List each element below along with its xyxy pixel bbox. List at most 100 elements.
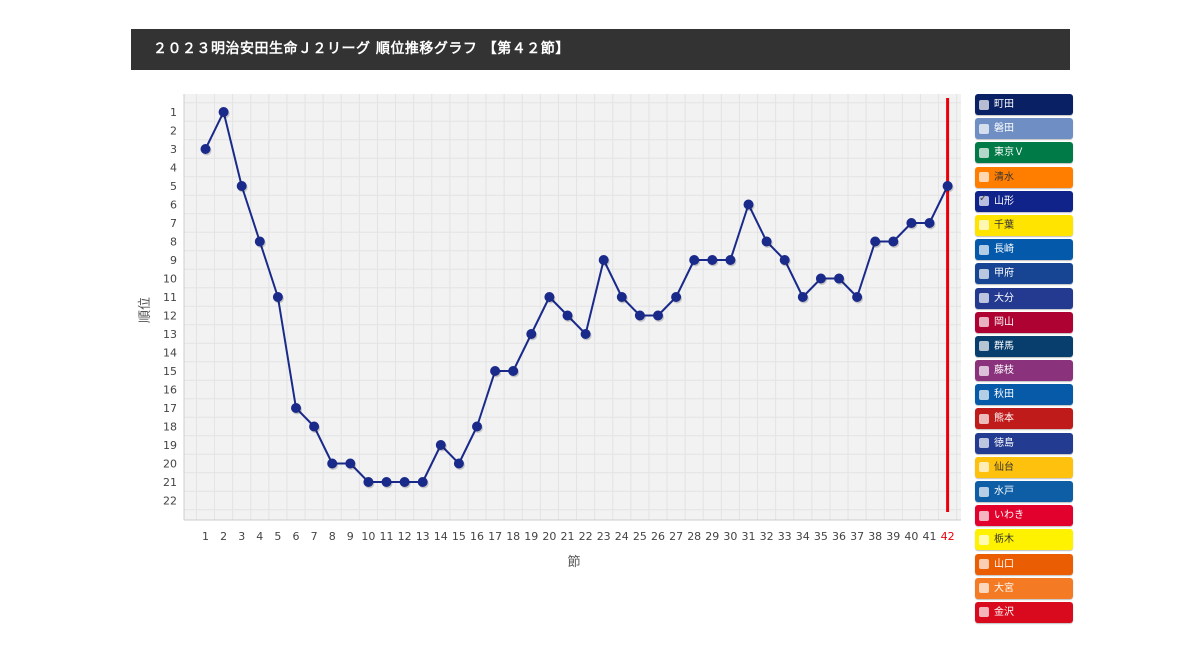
legend-label: 秋田 xyxy=(994,389,1014,401)
data-point[interactable] xyxy=(291,403,301,413)
x-tick-label: 26 xyxy=(651,530,665,543)
legend-checkbox[interactable] xyxy=(979,172,989,183)
x-tick-label: 35 xyxy=(814,530,828,543)
data-point[interactable] xyxy=(544,292,555,302)
legend-item[interactable]: 熊本 xyxy=(975,408,1073,430)
legend-item[interactable]: 金沢 xyxy=(975,601,1073,623)
data-point[interactable] xyxy=(417,477,428,487)
data-point[interactable] xyxy=(743,199,754,210)
legend-checkbox[interactable] xyxy=(979,365,989,376)
legend-item[interactable]: 栃木 xyxy=(975,529,1073,551)
legend-checkbox[interactable] xyxy=(979,583,989,594)
x-tick-label: 41 xyxy=(923,530,937,543)
data-point[interactable] xyxy=(906,218,917,228)
legend-checkbox[interactable] xyxy=(979,534,989,545)
data-point[interactable] xyxy=(942,181,953,191)
data-point[interactable] xyxy=(453,458,464,469)
data-point[interactable] xyxy=(671,292,682,302)
data-point[interactable] xyxy=(870,236,881,247)
legend-checkbox[interactable] xyxy=(979,99,989,110)
y-tick-label: 12 xyxy=(163,310,177,323)
legend-checkbox[interactable] xyxy=(979,268,989,279)
legend-checkbox[interactable] xyxy=(979,147,989,158)
x-tick-label: 42 xyxy=(941,530,955,543)
y-axis-label: 順位 xyxy=(138,297,153,323)
data-point[interactable] xyxy=(834,273,844,284)
legend-checkbox[interactable] xyxy=(979,607,989,618)
legend-item[interactable]: 山形 xyxy=(975,190,1073,212)
data-point[interactable] xyxy=(852,292,863,302)
data-point[interactable] xyxy=(797,292,808,302)
x-tick-label: 4 xyxy=(256,530,263,543)
data-point[interactable] xyxy=(309,421,320,432)
data-point[interactable] xyxy=(399,477,410,487)
data-point[interactable] xyxy=(616,292,627,302)
data-point[interactable] xyxy=(345,458,356,469)
legend-item[interactable]: 東京Ｖ xyxy=(975,142,1073,164)
data-point[interactable] xyxy=(272,292,283,302)
data-point[interactable] xyxy=(888,236,899,247)
legend-checkbox[interactable] xyxy=(979,193,989,207)
data-point[interactable] xyxy=(761,236,772,247)
legend-item[interactable]: 山口 xyxy=(975,553,1073,575)
data-point[interactable] xyxy=(508,366,519,376)
legend-checkbox[interactable] xyxy=(979,389,989,400)
legend-checkbox[interactable] xyxy=(979,220,989,231)
legend-item[interactable]: 大宮 xyxy=(975,577,1073,599)
legend-item[interactable]: 水戸 xyxy=(975,481,1073,502)
legend-item[interactable]: いわき xyxy=(975,505,1073,527)
legend-checkbox[interactable] xyxy=(979,293,989,303)
legend-label: 千葉 xyxy=(994,219,1014,231)
legend-item[interactable]: 岡山 xyxy=(975,311,1073,333)
legend-item[interactable]: 藤枝 xyxy=(975,360,1073,382)
legend-item[interactable]: 秋田 xyxy=(975,384,1073,406)
data-point[interactable] xyxy=(381,477,392,487)
legend-item[interactable]: 磐田 xyxy=(975,118,1073,140)
data-point[interactable] xyxy=(779,255,790,265)
legend-checkbox[interactable] xyxy=(979,486,989,497)
x-tick-label: 21 xyxy=(561,530,575,543)
legend-checkbox[interactable] xyxy=(979,413,989,424)
legend-checkbox[interactable] xyxy=(979,559,989,570)
data-point[interactable] xyxy=(327,458,338,469)
legend-item[interactable]: 町田 xyxy=(975,94,1073,115)
legend-checkbox[interactable] xyxy=(979,317,989,328)
legend-item[interactable]: 徳島 xyxy=(975,432,1073,454)
data-point[interactable] xyxy=(653,310,663,321)
data-point[interactable] xyxy=(490,366,501,376)
data-point[interactable] xyxy=(815,273,826,284)
legend-checkbox[interactable] xyxy=(979,462,989,473)
legend-label: 大分 xyxy=(994,292,1014,304)
legend-item[interactable]: 仙台 xyxy=(975,456,1073,478)
legend-item[interactable]: 長崎 xyxy=(975,239,1073,261)
legend-checkbox[interactable] xyxy=(979,244,989,255)
data-point[interactable] xyxy=(924,218,935,228)
legend-label: 藤枝 xyxy=(994,365,1014,377)
legend-item[interactable]: 甲府 xyxy=(975,263,1073,285)
legend-item[interactable]: 大分 xyxy=(975,287,1073,309)
data-point[interactable] xyxy=(526,329,537,339)
data-point[interactable] xyxy=(725,255,736,265)
legend-checkbox[interactable] xyxy=(979,123,989,134)
legend-item[interactable]: 群馬 xyxy=(975,335,1073,357)
data-point[interactable] xyxy=(218,107,229,117)
data-point[interactable] xyxy=(580,329,591,339)
legend-checkbox[interactable] xyxy=(979,510,989,521)
data-point[interactable] xyxy=(254,236,265,247)
data-point[interactable] xyxy=(707,255,718,265)
data-point[interactable] xyxy=(634,310,645,321)
legend-checkbox[interactable] xyxy=(979,438,989,449)
legend-checkbox[interactable] xyxy=(979,341,989,352)
data-point[interactable] xyxy=(598,255,609,265)
data-point[interactable] xyxy=(472,421,482,432)
data-point[interactable] xyxy=(363,477,374,487)
legend-item[interactable]: 千葉 xyxy=(975,214,1073,236)
legend-label: 仙台 xyxy=(994,461,1014,473)
data-point[interactable] xyxy=(562,310,573,321)
data-point[interactable] xyxy=(435,440,446,450)
data-point[interactable] xyxy=(236,181,247,191)
legend-item[interactable]: 清水 xyxy=(975,166,1073,188)
data-point[interactable] xyxy=(200,144,211,154)
data-point[interactable] xyxy=(689,255,700,265)
